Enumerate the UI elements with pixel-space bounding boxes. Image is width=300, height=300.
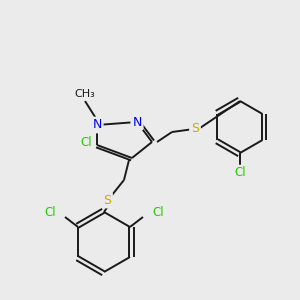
Text: N: N [132, 116, 142, 128]
Text: Cl: Cl [44, 206, 56, 220]
Text: Cl: Cl [152, 206, 164, 220]
Text: S: S [103, 194, 111, 206]
Text: N: N [92, 118, 102, 131]
Text: Cl: Cl [80, 136, 92, 149]
Text: S: S [191, 122, 199, 134]
Text: Cl: Cl [234, 167, 246, 179]
Text: CH₃: CH₃ [75, 89, 95, 99]
